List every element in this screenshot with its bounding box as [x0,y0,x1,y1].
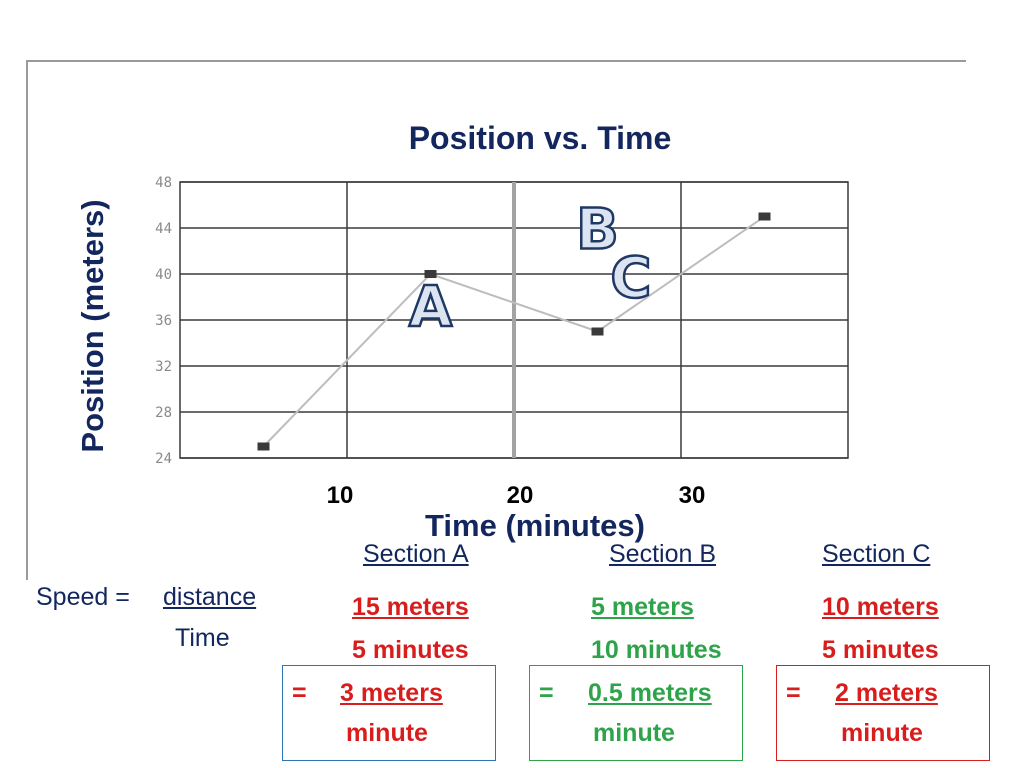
x-tick-label: 20 [506,482,534,509]
data-series-line [262,215,766,448]
chart-title: Position vs. Time [408,120,672,156]
y-tick-label: 44 [155,221,172,237]
y-tick-label: 48 [155,175,172,191]
section-c-result: 2 meters [835,679,938,707]
section-b-unit: minute [593,719,675,747]
data-point [758,212,771,221]
section-b-result-box: = 0.5 meters minute [529,665,743,761]
section-c-time: 5 minutes [822,636,939,664]
section-a-unit: minute [346,719,428,747]
equals-sign: = [786,679,801,707]
section-a-heading: Section A [363,540,469,568]
speed-denominator: Time [175,624,230,652]
section-label: A [409,275,453,340]
section-a-result-box: = 3 meters minute [282,665,496,761]
y-tick-label: 32 [155,359,172,375]
section-a-distance: 15 meters [352,593,469,621]
speed-label: Speed = [36,583,130,611]
section-b-result: 0.5 meters [588,679,712,707]
section-a-time: 5 minutes [352,636,469,664]
section-label: C [610,246,651,311]
data-point [257,442,270,451]
data-point [424,270,437,278]
section-b-heading: Section B [609,540,717,568]
equals-sign: = [292,679,307,707]
data-point [591,327,604,336]
x-tick-label: 30 [678,482,706,509]
x-tick-label: 10 [326,482,354,509]
y-tick-label: 40 [155,267,172,283]
y-axis-label: Position (meters) [75,199,110,453]
section-b-time: 10 minutes [591,636,722,664]
equals-sign: = [539,679,554,707]
position-time-chart: 24 28 32 36 40 44 48 A BC [155,175,849,467]
y-tick-label: 24 [155,451,172,467]
speed-numerator: distance [163,583,257,611]
section-c-unit: minute [841,719,923,747]
y-tick-label: 28 [155,405,172,421]
section-label: B [576,198,619,263]
section-c-result-box: = 2 meters minute [776,665,990,761]
section-c-distance: 10 meters [822,593,939,621]
x-axis-label: Time (minutes) [425,508,645,543]
slide-frame-top [26,60,966,62]
section-b-distance: 5 meters [591,593,694,621]
slide-frame-left [26,60,28,580]
section-c-heading: Section C [822,540,931,568]
y-tick-label: 36 [155,313,172,329]
section-a-result: 3 meters [340,679,443,707]
